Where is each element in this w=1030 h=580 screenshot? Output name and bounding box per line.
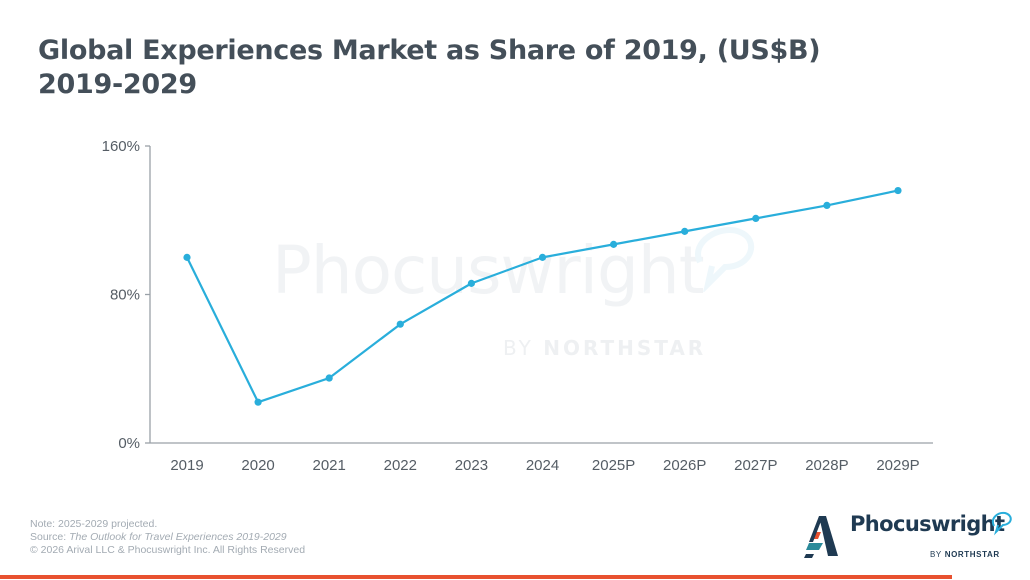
watermark-sub: BY NORTHSTAR (503, 336, 706, 360)
chart-title: Global Experiences Market as Share of 20… (38, 34, 938, 102)
y-tick-label: 0% (118, 435, 140, 452)
x-axis-ticks: 2019 2020 2021 2022 2023 2024 2025P 2026P 2027P 2… (170, 457, 919, 474)
x-tick-label: 2029P (876, 457, 919, 474)
x-tick-label: 2021 (313, 457, 346, 474)
data-point-2019 (183, 253, 191, 261)
data-point-2021 (325, 374, 333, 382)
y-tick-label: 160% (102, 138, 140, 155)
logo-by: BY (930, 550, 942, 559)
data-point-2026P (681, 227, 689, 235)
x-tick-label: 2028P (805, 457, 848, 474)
watermark-northstar: NORTHSTAR (543, 336, 707, 360)
y-tick-label: 80% (110, 287, 140, 304)
data-point-2020 (254, 398, 262, 406)
logo-subtitle: BY NORTHSTAR (930, 550, 1000, 559)
line-chart: 0%80%160% 2019 2020 2021 2022 2023 2024 2025P 2… (102, 138, 933, 474)
footer-source: Source: The Outlook for Travel Experienc… (30, 531, 305, 544)
arival-logo-icon (804, 516, 838, 558)
data-point-2027P (752, 214, 760, 222)
data-point-2024 (538, 253, 547, 261)
watermark-by: BY (503, 336, 534, 360)
footer-note: Note: 2025-2029 projected. (30, 518, 158, 530)
watermark-bubble-icon (695, 227, 754, 292)
x-tick-label: 2024 (526, 457, 559, 474)
footer-copyright: © 2026 Arival LLC & Phocuswright Inc. Al… (30, 544, 306, 556)
chart-series (183, 186, 902, 406)
data-point-2023 (467, 279, 475, 287)
data-point-2022 (396, 320, 404, 328)
x-tick-label: 2020 (241, 457, 274, 474)
x-tick-label: 2027P (734, 457, 777, 474)
y-axis-ticks: 0% 80% 160% (102, 138, 150, 452)
footer-source-title: The Outlook for Travel Experiences 2019-… (69, 531, 287, 543)
data-point-2029P (894, 186, 902, 195)
x-tick-label: 2022 (384, 457, 417, 474)
footer-source-prefix: Source: (30, 531, 70, 543)
footer-notes: Note: 2025-2029 projected. Source: The O… (30, 518, 305, 557)
chart-title-line2: 2019-2029 (38, 69, 197, 100)
x-tick-label: 2026P (663, 457, 706, 474)
chart-title-line1: Global Experiences Market as Share of 20… (38, 35, 821, 66)
data-point-2025P (610, 240, 618, 248)
logo-wordmark: Phocuswright (850, 512, 1005, 536)
x-tick-label: 2019 (170, 457, 203, 474)
watermark-brand: Phocuswright (272, 232, 705, 309)
logo-northstar: NORTHSTAR (944, 550, 1000, 559)
footer-accent-bar (0, 575, 952, 579)
x-tick-label: 2025P (592, 457, 635, 474)
series-line (186, 189, 899, 404)
x-tick-label: 2023 (455, 457, 488, 474)
data-point-2028P (823, 201, 831, 209)
logo-bubble-icon (992, 511, 1012, 536)
